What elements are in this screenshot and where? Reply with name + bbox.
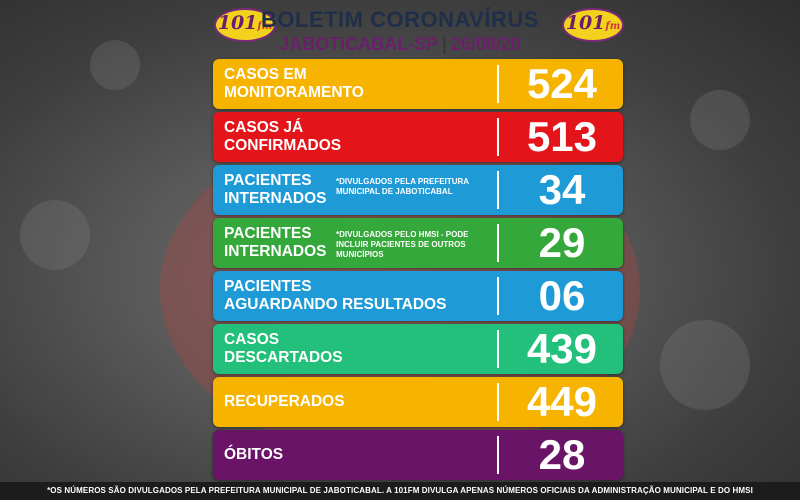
stat-note: *DIVULGADOS PELO HMSI - PODE INCLUIR PAC… — [336, 230, 469, 259]
stat-label: PACIENTES INTERNADOS — [224, 172, 327, 207]
page-title: BOLETIM CORONAVÍRUS — [261, 7, 539, 32]
stat-label: PACIENTES AGUARDANDO RESULTADOS — [224, 278, 447, 313]
divider — [497, 171, 499, 209]
stat-value: 524 — [526, 60, 598, 107]
divider — [497, 277, 499, 315]
separator: | — [442, 34, 447, 54]
stats-list: CASOS EM MONITORAMENTO 524 CASOS JÁ CONFIR… — [213, 59, 623, 483]
stat-row-deaths: ÓBITOS 28 — [213, 430, 623, 480]
footer-disclaimer: *OS NÚMEROS SÃO DIVULGADOS PELA PREFEITU… — [0, 482, 800, 500]
stat-label: PACIENTES INTERNADOS — [224, 225, 327, 260]
stat-row-recovered: RECUPERADOS 449 — [213, 377, 623, 427]
radio-logo-left: 101fm — [214, 8, 278, 44]
divider — [497, 65, 499, 103]
divider — [497, 436, 499, 474]
virus-particle — [20, 200, 90, 270]
stat-row-discarded: CASOS DESCARTADOS 439 — [213, 324, 623, 374]
stat-row-confirmed: CASOS JÁ CONFIRMADOS 513 — [213, 112, 623, 162]
stat-label: CASOS JÁ CONFIRMADOS — [224, 119, 342, 154]
city-label: JABOTICABAL-SP — [279, 34, 439, 54]
radio-logo-right: 101fm — [562, 8, 626, 44]
stat-label: CASOS EM MONITORAMENTO — [224, 66, 364, 101]
stat-row-hospitalized-hmsi: PACIENTES INTERNADOS *DIVULGADOS PELO HMS… — [213, 218, 623, 268]
divider — [497, 224, 499, 262]
date-label: 26/08/20 — [450, 34, 521, 54]
stat-value: 29 — [538, 219, 586, 266]
stat-value: 28 — [538, 431, 586, 478]
stat-value: 513 — [526, 113, 598, 160]
stat-note: *DIVULGADOS PELA PREFEITURA MUNICIPAL DE… — [336, 177, 469, 196]
divider — [497, 383, 499, 421]
stat-value: 06 — [538, 272, 586, 319]
virus-particle — [690, 90, 750, 150]
virus-particle — [660, 320, 750, 410]
stat-value: 34 — [538, 166, 586, 213]
stat-label: CASOS DESCARTADOS — [224, 331, 343, 366]
divider — [497, 330, 499, 368]
stat-label: RECUPERADOS — [224, 393, 345, 410]
stat-row-monitoring: CASOS EM MONITORAMENTO 524 — [213, 59, 623, 109]
page-subtitle: JABOTICABAL-SP | 26/08/20 — [0, 34, 800, 55]
stat-row-awaiting: PACIENTES AGUARDANDO RESULTADOS 06 — [213, 271, 623, 321]
divider — [497, 118, 499, 156]
stat-row-hospitalized-city: PACIENTES INTERNADOS *DIVULGADOS PELA PRE… — [213, 165, 623, 215]
stat-label: ÓBITOS — [224, 446, 284, 463]
virus-particle — [90, 40, 140, 90]
stat-value: 449 — [526, 378, 598, 425]
header: 101fm BOLETIM CORONAVÍRUS JABOTICABAL-SP… — [0, 0, 800, 58]
stat-value: 439 — [526, 325, 598, 372]
